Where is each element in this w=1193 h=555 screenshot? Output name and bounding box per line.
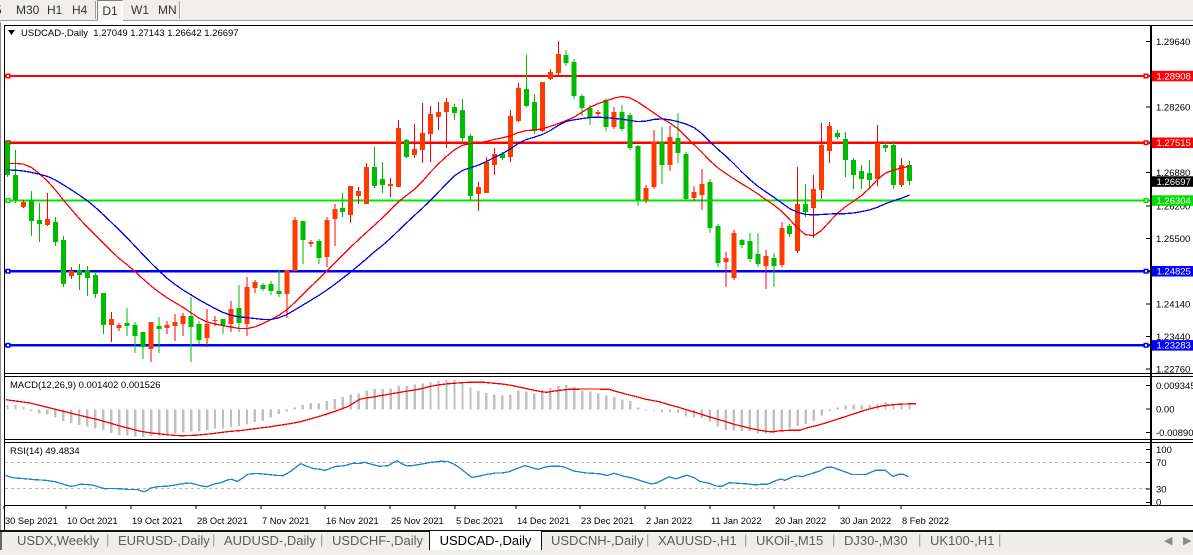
svg-text:1.23440: 1.23440 [1156,332,1190,343]
svg-text:MACD(12,26,9) 0.001402 0.00152: MACD(12,26,9) 0.001402 0.001526 [10,380,161,391]
svg-text:5 Dec 2021: 5 Dec 2021 [456,516,504,526]
svg-text:7 Nov 2021: 7 Nov 2021 [262,516,310,526]
svg-text:1.24140: 1.24140 [1156,299,1190,310]
svg-text:1.26304: 1.26304 [1157,196,1191,207]
svg-text:-0.008902: -0.008902 [1156,428,1193,439]
svg-text:30 Jan 2022: 30 Jan 2022 [840,516,891,526]
svg-text:1.25500: 1.25500 [1156,234,1190,245]
svg-text:1.24825: 1.24825 [1157,267,1191,278]
svg-text:1.28260: 1.28260 [1156,102,1190,113]
svg-text:1.23283: 1.23283 [1157,341,1191,352]
svg-text:28 Oct 2021: 28 Oct 2021 [197,516,248,526]
svg-text:70: 70 [1156,458,1167,469]
svg-text:14 Dec 2021: 14 Dec 2021 [517,516,570,526]
svg-text:0.00: 0.00 [1156,404,1175,415]
svg-text:16 Nov 2021: 16 Nov 2021 [326,516,379,526]
svg-text:1.28908: 1.28908 [1157,71,1191,82]
svg-text:1.26697: 1.26697 [1157,177,1191,188]
svg-text:23 Dec 2021: 23 Dec 2021 [581,516,634,526]
svg-text:19 Oct 2021: 19 Oct 2021 [132,516,183,526]
svg-text:USDCAD-,Daily 1.27049 1.27143: USDCAD-,Daily 1.27049 1.27143 1.26642 1.… [21,28,239,39]
svg-text:30: 30 [1156,484,1167,495]
svg-text:25 Nov 2021: 25 Nov 2021 [391,516,444,526]
svg-text:8 Feb 2022: 8 Feb 2022 [902,516,949,526]
svg-text:30 Sep 2021: 30 Sep 2021 [5,516,58,526]
svg-text:1.26880: 1.26880 [1156,168,1190,179]
svg-text:1.22760: 1.22760 [1156,364,1190,375]
svg-text:0: 0 [1156,498,1161,509]
svg-text:11 Jan 2022: 11 Jan 2022 [711,516,762,526]
svg-text:RSI(14) 49.4834: RSI(14) 49.4834 [10,446,80,457]
svg-text:20 Jan 2022: 20 Jan 2022 [775,516,826,526]
svg-text:1.29640: 1.29640 [1156,37,1190,48]
svg-text:2 Jan 2022: 2 Jan 2022 [646,516,692,526]
svg-text:1.27515: 1.27515 [1157,138,1191,149]
svg-text:10 Oct 2021: 10 Oct 2021 [67,516,118,526]
svg-text:0.009345: 0.009345 [1156,381,1193,392]
svg-text:100: 100 [1156,445,1172,456]
svg-text:1.26200: 1.26200 [1156,201,1190,212]
